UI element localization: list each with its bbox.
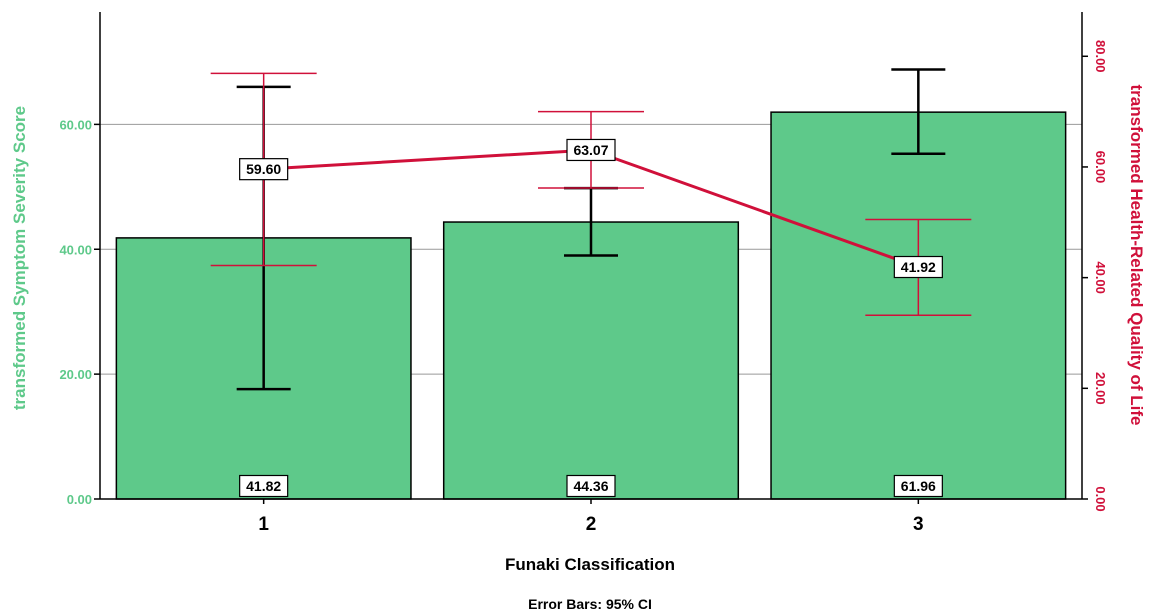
line-value-label-box <box>893 255 943 279</box>
line-value-label: 41.92 <box>901 259 936 275</box>
bar-value-label: 61.96 <box>901 478 936 494</box>
bar-value-label-box <box>893 474 943 498</box>
right-tick-label: 0.00 <box>1093 486 1108 511</box>
right-tick-label: 60.00 <box>1093 151 1108 184</box>
right-tick-label: 80.00 <box>1093 40 1108 73</box>
line-value-label: 59.60 <box>246 161 281 177</box>
x-tick-label: 2 <box>586 514 597 535</box>
right-tick-label: 40.00 <box>1093 261 1108 294</box>
data-labels: 41.82 44.36 61.96 59.60 63.07 41.92 <box>239 138 943 498</box>
x-tick-label: 1 <box>258 514 269 535</box>
left-tick-label: 0.00 <box>67 492 92 507</box>
left-tick-label: 60.00 <box>59 117 92 132</box>
bar-value-label: 44.36 <box>573 478 608 494</box>
right-axis-title: transformed Health-Related Quality of Li… <box>1127 85 1146 426</box>
bar-value-label-box <box>566 474 616 498</box>
left-tick-label: 40.00 <box>59 242 92 257</box>
footnote: Error Bars: 95% CI <box>528 596 652 612</box>
bar <box>442 221 740 500</box>
axes: 0.00 20.00 40.00 60.00 0.00 20.00 40.00 60.00 80… <box>59 12 1108 535</box>
left-axis-title: transformed Symptom Severity Score <box>10 106 29 410</box>
line-value-label-box <box>239 158 289 181</box>
x-axis-title: Funaki Classification <box>505 555 675 574</box>
bar-value-label: 41.82 <box>246 478 281 494</box>
left-tick-label: 20.00 <box>59 367 92 382</box>
bar-value-label-box <box>239 474 289 498</box>
x-tick-label: 3 <box>913 514 924 535</box>
line-value-label: 63.07 <box>573 142 608 158</box>
right-tick-label: 20.00 <box>1093 372 1108 405</box>
line-value-label-box <box>566 138 616 162</box>
